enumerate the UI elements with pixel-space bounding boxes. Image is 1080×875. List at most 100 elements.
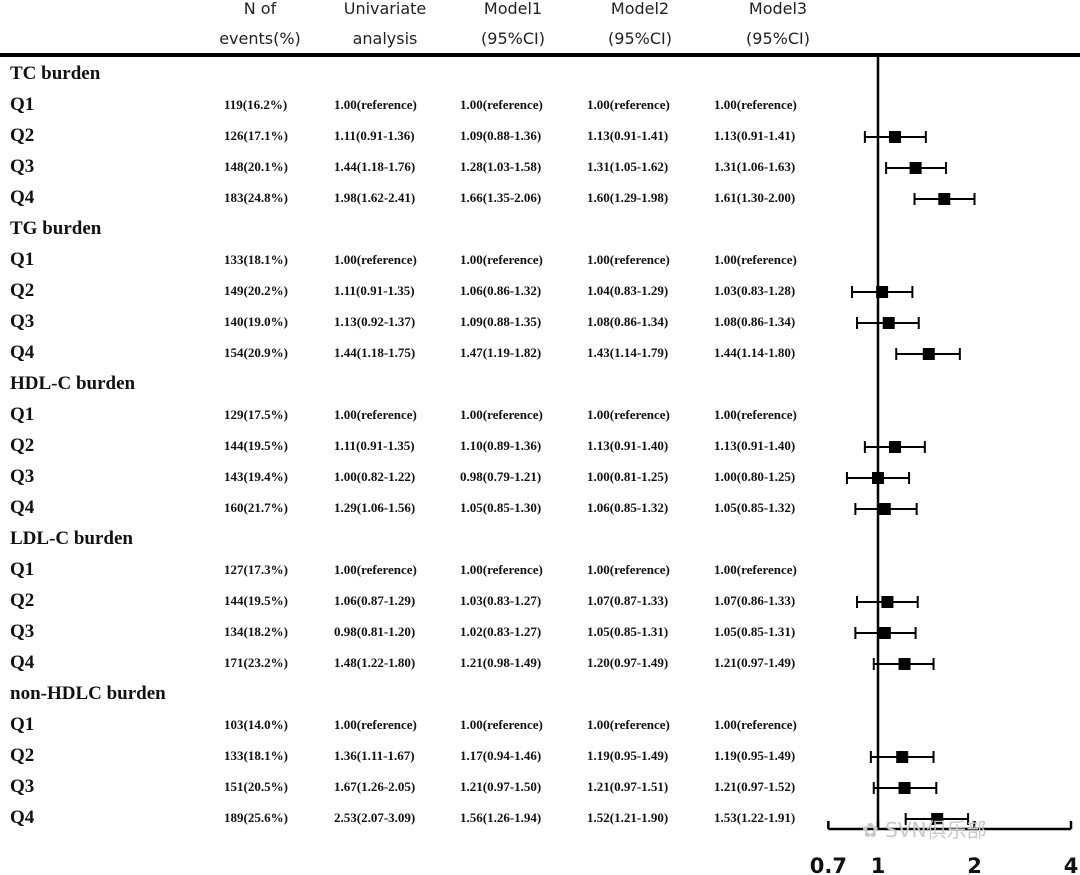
- events-cell: 143(19.4%): [224, 469, 288, 484]
- model3-cell: 1.07(0.86-1.33): [714, 593, 796, 608]
- header-model2: Model2 (95%CI): [575, 0, 705, 54]
- model3-cell: 1.19(0.95-1.49): [714, 748, 796, 763]
- hr-point: [878, 627, 891, 639]
- row-label: Q4: [10, 652, 35, 673]
- model2-cell: 1.31(1.05-1.62): [587, 159, 669, 174]
- univariate-cell: 2.53(2.07-3.09): [334, 810, 416, 825]
- univariate-cell: 1.98(1.62-2.41): [334, 190, 416, 205]
- hr-point: [889, 441, 902, 453]
- model3-cell: 1.00(reference): [714, 252, 797, 267]
- univariate-cell: 1.00(reference): [334, 717, 417, 732]
- model1-cell: 1.02(0.83-1.27): [460, 624, 542, 639]
- header-model1-line2: (95%CI): [481, 29, 545, 48]
- events-cell: 133(18.1%): [224, 748, 288, 763]
- univariate-cell: 1.11(0.91-1.36): [334, 128, 415, 143]
- header-rule: [0, 53, 1080, 57]
- row-label: Q1: [10, 559, 35, 580]
- model1-cell: 1.09(0.88-1.35): [460, 314, 542, 329]
- model3-cell: 1.44(1.14-1.80): [714, 345, 796, 360]
- univariate-cell: 1.00(reference): [334, 252, 417, 267]
- hr-point: [909, 162, 922, 174]
- model3-cell: 1.00(reference): [714, 562, 797, 577]
- univariate-cell: 1.06(0.87-1.29): [334, 593, 416, 608]
- model3-cell: 1.61(1.30-2.00): [714, 190, 796, 205]
- events-cell: 160(21.7%): [224, 500, 288, 515]
- model2-cell: 1.00(reference): [587, 562, 670, 577]
- model3-cell: 1.00(reference): [714, 407, 797, 422]
- model1-cell: 0.98(0.79-1.21): [460, 469, 542, 484]
- hr-point: [898, 658, 911, 670]
- model2-cell: 1.13(0.91-1.41): [587, 128, 669, 143]
- univariate-cell: 1.00(reference): [334, 407, 417, 422]
- watermark: ✿ SVN俱乐部: [862, 814, 986, 843]
- header-model3-line1: Model3: [748, 0, 808, 18]
- model2-cell: 1.00(reference): [587, 407, 670, 422]
- watermark-text: SVN俱乐部: [885, 818, 987, 842]
- model2-cell: 1.00(reference): [587, 717, 670, 732]
- model1-cell: 1.05(0.85-1.30): [460, 500, 542, 515]
- model3-cell: 1.08(0.86-1.34): [714, 314, 796, 329]
- header-model2-line1: Model2: [610, 0, 670, 18]
- model3-cell: 1.00(reference): [714, 97, 797, 112]
- univariate-cell: 1.67(1.26-2.05): [334, 779, 416, 794]
- header-univariate-line1: Univariate: [343, 0, 427, 18]
- model1-cell: 1.21(0.98-1.49): [460, 655, 542, 670]
- model2-cell: 1.08(0.86-1.34): [587, 314, 669, 329]
- header-events-line2: events(%): [219, 29, 301, 48]
- model3-cell: 1.05(0.85-1.32): [714, 500, 796, 515]
- model1-cell: 1.00(reference): [460, 717, 543, 732]
- wechat-icon: ✿: [862, 818, 879, 842]
- hr-point: [896, 751, 909, 763]
- model3-cell: 1.13(0.91-1.41): [714, 128, 796, 143]
- hr-point: [876, 286, 889, 298]
- events-cell: 154(20.9%): [224, 345, 288, 360]
- univariate-cell: 1.11(0.91-1.35): [334, 283, 415, 298]
- events-cell: 129(17.5%): [224, 407, 288, 422]
- hr-point: [878, 503, 891, 515]
- model3-cell: 1.31(1.06-1.63): [714, 159, 796, 174]
- section-title: HDL-C burden: [10, 373, 136, 394]
- model3-cell: 1.21(0.97-1.52): [714, 779, 796, 794]
- model3-cell: 1.00(reference): [714, 717, 797, 732]
- univariate-cell: 1.44(1.18-1.75): [334, 345, 416, 360]
- model1-cell: 1.66(1.35-2.06): [460, 190, 542, 205]
- hr-point: [938, 193, 951, 205]
- x-tick-label: 4: [1064, 854, 1079, 875]
- model3-cell: 1.05(0.85-1.31): [714, 624, 796, 639]
- events-cell: 119(16.2%): [224, 97, 288, 112]
- model1-cell: 1.00(reference): [460, 252, 543, 267]
- univariate-cell: 1.00(0.82-1.22): [334, 469, 416, 484]
- model3-cell: 1.21(0.97-1.49): [714, 655, 796, 670]
- section-title: TG burden: [10, 218, 102, 239]
- model2-cell: 1.00(0.81-1.25): [587, 469, 669, 484]
- hr-point: [889, 131, 902, 143]
- hr-point: [931, 813, 944, 825]
- header-events: N of events(%): [200, 0, 320, 54]
- row-label: Q3: [10, 776, 35, 797]
- model2-cell: 1.21(0.97-1.51): [587, 779, 669, 794]
- model2-cell: 1.00(reference): [587, 252, 670, 267]
- events-cell: 134(18.2%): [224, 624, 288, 639]
- section-title: LDL-C burden: [10, 528, 133, 549]
- row-label: Q4: [10, 187, 35, 208]
- header-events-line1: N of: [243, 0, 277, 18]
- model2-cell: 1.52(1.21-1.90): [587, 810, 669, 825]
- header-model3: Model3 (95%CI): [713, 0, 843, 54]
- x-tick-label: 1: [871, 854, 886, 875]
- row-label: Q4: [10, 807, 35, 828]
- model2-cell: 1.04(0.83-1.29): [587, 283, 669, 298]
- row-label: Q4: [10, 342, 35, 363]
- events-cell: 171(23.2%): [224, 655, 288, 670]
- events-cell: 151(20.5%): [224, 779, 288, 794]
- univariate-cell: 1.11(0.91-1.35): [334, 438, 415, 453]
- events-cell: 133(18.1%): [224, 252, 288, 267]
- model1-cell: 1.28(1.03-1.58): [460, 159, 542, 174]
- model1-cell: 1.10(0.89-1.36): [460, 438, 542, 453]
- header-model3-line2: (95%CI): [746, 29, 810, 48]
- hr-point: [872, 472, 884, 484]
- row-label: Q2: [10, 745, 35, 766]
- model2-cell: 1.05(0.85-1.31): [587, 624, 669, 639]
- hr-point: [882, 317, 895, 329]
- model1-cell: 1.21(0.97-1.50): [460, 779, 542, 794]
